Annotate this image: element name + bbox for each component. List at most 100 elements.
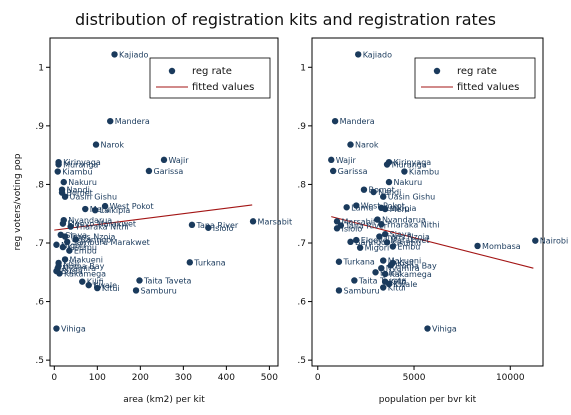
left-panel: .5 .6 .7 .8 .9 1 0 100 200 300 400 500 area (km2) pe… (13, 37, 293, 405)
data-point (380, 284, 387, 291)
point-label: Kilifi (390, 278, 407, 287)
point-label: Kitui (388, 284, 406, 293)
data-point (188, 221, 196, 229)
data-point (355, 51, 362, 58)
chart-title: distribution of registration kits and re… (75, 10, 496, 29)
data-point (60, 178, 67, 186)
data-point (53, 267, 60, 275)
point-label: Kajiado (119, 50, 148, 59)
data-point (353, 202, 360, 209)
point-label: Embu (397, 243, 420, 252)
data-point (387, 262, 395, 269)
point-label: Homa Bay (395, 261, 437, 270)
data-point (374, 216, 381, 223)
point-label: Siaya (65, 231, 87, 240)
point-label: Mandera (115, 117, 150, 126)
point-label: Marsabit (258, 217, 293, 226)
point-label: Kwale (394, 280, 418, 289)
data-point (61, 256, 69, 263)
point-label: Kisii (397, 259, 413, 268)
point-label: West Pokot (110, 202, 154, 211)
x-tick-label: 10000 (496, 373, 525, 383)
data-point (383, 239, 391, 246)
data-point (85, 281, 92, 289)
point-label: Turkana (193, 258, 225, 267)
point-label: Elgeyo Marakwet (361, 236, 430, 245)
point-label: Laikipia (100, 206, 131, 215)
legend-marker-reg-rate (168, 67, 176, 75)
x-axis-label: population per bvr kit (379, 395, 477, 405)
data-point (331, 117, 339, 125)
data-point (360, 186, 368, 193)
point-label: Mombasa (482, 242, 521, 251)
point-label: Kajiado (363, 50, 392, 59)
data-point (385, 280, 393, 288)
point-label: Trans Nzoia (383, 233, 430, 242)
point-label: Bomet (368, 186, 394, 195)
point-label: Nairobi (540, 237, 568, 246)
data-point (378, 264, 385, 272)
data-point (532, 237, 539, 244)
point-label: Laikipia (386, 204, 417, 213)
y-tick-label: .5 (297, 356, 306, 366)
data-point (92, 141, 100, 148)
data-point (356, 244, 364, 251)
data-point (61, 233, 69, 240)
data-point (91, 207, 99, 214)
point-label: Turkana (342, 258, 374, 267)
legend-label-reg-rate: reg rate (457, 66, 497, 77)
data-point (186, 259, 194, 266)
point-label: Siaya (390, 230, 412, 239)
data-point (343, 204, 350, 211)
point-label: Lamu (351, 203, 373, 212)
legend-box (414, 57, 536, 99)
point-label: Kitui (102, 284, 120, 293)
point-label: Narok (355, 141, 379, 150)
point-label: Kilifi (87, 278, 104, 287)
point-label: Tana River (195, 221, 238, 230)
point-label: Kiambu (62, 168, 92, 177)
y-tick-label: 1 (300, 63, 306, 73)
data-point (136, 277, 143, 284)
data-point (67, 223, 74, 230)
point-label: Kisii (63, 259, 79, 268)
data-point (333, 225, 341, 232)
point-label: Vihiga (432, 325, 457, 334)
point-label: Busia (61, 267, 83, 276)
x-tick-label: 0 (315, 373, 321, 383)
point-label: Nyandarua (68, 216, 112, 225)
y-tick-label: .8 (297, 180, 306, 190)
data-point (385, 178, 393, 186)
data-point (66, 247, 73, 254)
data-point (61, 193, 69, 200)
point-label: West Pokot (361, 202, 405, 211)
data-point (132, 287, 140, 294)
data-point (53, 241, 60, 248)
point-label: Busia (380, 268, 402, 277)
point-label: Nandi (67, 186, 90, 195)
data-point (205, 224, 212, 231)
point-label: Homa Bay (63, 262, 105, 271)
point-label: Wajir (169, 156, 190, 165)
legend-marker-reg-rate (433, 67, 441, 75)
point-label: Tharaka Nithi (385, 220, 440, 229)
point-label: Muranga (392, 161, 427, 170)
y-tick-label: .8 (35, 180, 44, 190)
point-label: Migori (365, 244, 390, 253)
point-label: Vihiga (61, 325, 86, 334)
data-point (111, 51, 118, 58)
data-point (328, 156, 335, 164)
y-tick-label: .7 (35, 239, 44, 249)
data-point (347, 238, 354, 246)
point-label: Kisumu (67, 243, 97, 252)
point-label: Muranga (63, 161, 98, 170)
point-label: Tharaka Nithi (74, 223, 129, 232)
data-point (59, 220, 67, 227)
point-label: Kisumu (392, 238, 422, 247)
legend-label-fitted: fitted values (457, 82, 519, 93)
legend-box (149, 57, 271, 99)
data-point (55, 161, 62, 168)
data-point (383, 161, 391, 168)
data-point (101, 202, 109, 210)
